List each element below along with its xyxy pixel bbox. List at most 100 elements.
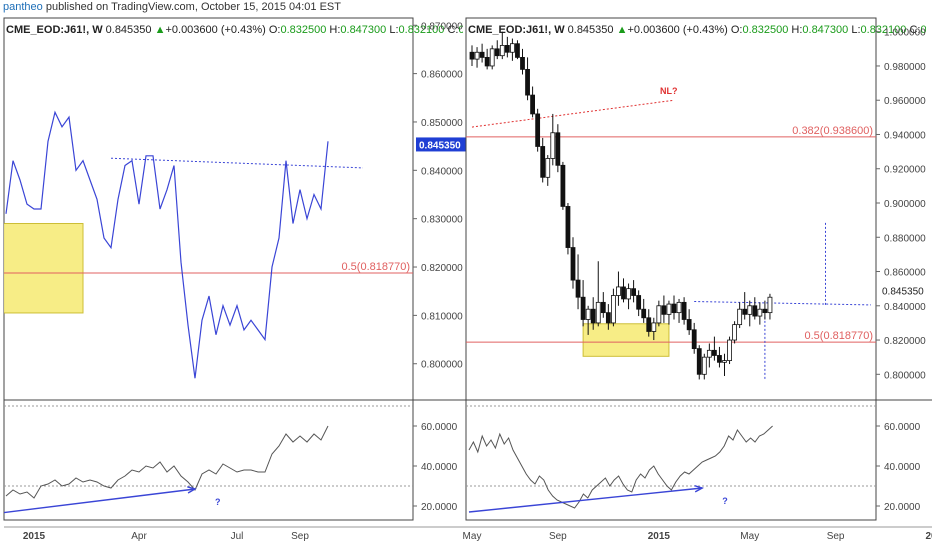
p1-header-up-arrow: ▲ [617,24,628,36]
p1-candle [545,155,551,186]
p1-candle [701,353,707,380]
p0-ytick-label: 0.830000 [421,215,463,226]
p0-ytick-label: 0.870000 [421,21,463,32]
p1-xtick-label: 2015 [648,531,671,542]
p0-xtick-label: Jul [231,531,244,542]
p1-candle-body [722,360,727,363]
p1-candle-body [489,48,495,67]
p1-divergence-arrowhead [694,484,704,493]
p0-xtick-label: 2015 [23,531,46,542]
p1-xtick-label: 2016 [925,531,932,542]
author-link[interactable]: pantheo [3,1,43,13]
p1-neckline [471,99,675,128]
p1-candle-body [681,301,687,320]
p1-ytick-label: 0.880000 [884,233,926,244]
p1-candle [691,322,697,354]
p1-candle-body [646,317,652,332]
p1-candle [626,283,631,310]
p1-ytick-label: 0.840000 [884,302,926,313]
p1-candle-body [565,206,571,248]
p1-candle [631,280,636,303]
p1-panel: CME_EOD:J61!, W 0.845350 ▲+0.003600 (+0.… [463,17,932,542]
p1-candle-body [757,308,763,317]
p1-candle-body [484,56,490,67]
p1-candle-body [626,288,631,300]
p1-xtick-label: Sep [827,531,845,542]
p0-header-l-label: L: [389,24,398,36]
p1-candle [530,86,535,118]
p1-candle [737,302,743,329]
p1-header-c-label: C: [909,24,920,36]
p1-candle-body [656,305,662,324]
p1-candle [767,293,773,320]
p1-candle [747,300,753,327]
p0-divergence-annotation: ? [215,497,221,507]
p1-divergence-arrow [468,487,703,513]
p1-candle [575,254,581,310]
p1-header-o-label: O: [731,24,743,36]
p1-trendline [694,301,871,306]
p1-candle-body [767,296,773,314]
p1-osc-ytick-label: 60.0000 [884,422,921,433]
p1-candle [515,40,520,60]
p1-candle [676,298,682,323]
p1-candle-body [504,45,510,53]
p1-candle-body [545,158,551,178]
p1-ytick-label: 0.960000 [884,96,926,107]
p1-candle-body [469,51,475,60]
p1-plot-area: 0.382(0.938600) 0.5(0.818770) NL?? [466,31,876,513]
p1-header-change: +0.003600 (+0.43%) [627,24,730,36]
p1-ytick-label: 1.000000 [884,28,926,39]
p1-candle-body [717,355,722,363]
p0-header: CME_EOD:J61!, W 0.845350 ▲+0.003600 (+0.… [6,24,492,36]
p1-oscillator-line [468,425,773,509]
p1-candle [484,48,490,70]
p1-candle [712,336,717,361]
p1-candle [504,36,510,58]
p0-xtick-label: Sep [291,531,309,542]
p1-header-l-label: L: [851,24,860,36]
p1-candle-body [525,68,530,96]
p0-ytick-label: 0.840000 [421,166,463,177]
p1-candle [706,343,712,368]
p1-candle [681,297,687,325]
p1-ytick-label: 0.980000 [884,62,926,73]
p1-candle [666,300,672,325]
p1-candle-body [479,51,485,58]
p1-candle-body [676,301,682,314]
p0-osc-ytick-label: 20.0000 [421,502,458,513]
p1-osc-ytick-label: 40.0000 [884,462,921,473]
p1-candle-body [585,308,591,320]
p1-candle-body [631,288,636,296]
p1-candle [605,304,611,330]
p1-divergence-annotation: ? [722,496,728,506]
p1-candle-body [616,286,621,296]
p0-divergence-arrow [4,488,196,514]
p0-header-change: +0.003600 (+0.43%) [165,24,268,36]
p1-ytick-label: 0.920000 [884,165,926,176]
p0-header-symbol: CME_EOD:J61!, W [6,24,106,36]
p0-header-h-label: H: [329,24,340,36]
p1-candle [565,203,571,255]
p1-candle-body [611,295,616,324]
p1-candle [520,48,525,75]
p1-candle [611,288,616,327]
p1-candle [722,353,727,377]
p1-header: CME_EOD:J61!, W 0.845350 ▲+0.003600 (+0.… [468,24,932,36]
p1-xtick-label: May [463,531,482,542]
p1-fib-label: 0.382(0.938600) [792,125,873,137]
p1-candle-body [494,48,500,57]
p1-candle [646,309,652,337]
p1-candle-body [732,324,737,341]
p1-candle-body [671,303,677,314]
p1-candle [595,261,601,327]
p1-xtick-label: Sep [549,531,567,542]
p1-candle [641,298,647,323]
p1-header-o-value: 0.832500 [742,24,791,36]
p1-candle-body [727,339,732,362]
p1-candle [757,302,763,325]
p1-candle [762,300,768,320]
p1-candle-body [590,308,596,324]
p1-candle-body [641,308,647,319]
